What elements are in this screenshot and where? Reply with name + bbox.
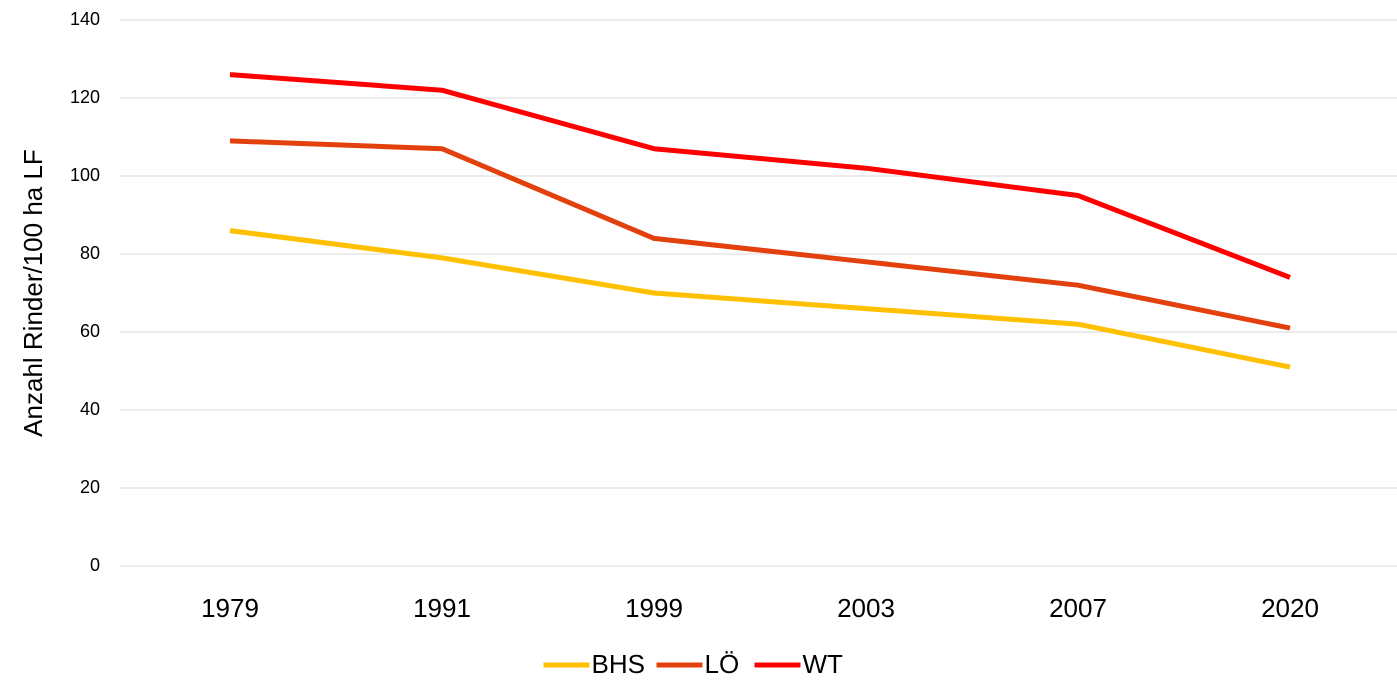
y-tick-label: 100 — [70, 165, 100, 185]
y-tick-label: 120 — [70, 87, 100, 107]
x-tick-label: 1979 — [201, 593, 259, 623]
y-tick-label: 0 — [90, 555, 100, 575]
series-line — [229, 72, 1291, 280]
y-tick-label: 80 — [80, 243, 100, 263]
legend-label: LÖ — [705, 649, 740, 679]
series-line — [229, 138, 1291, 331]
x-tick-label: 1991 — [413, 593, 471, 623]
legend-label: WT — [803, 649, 844, 679]
y-tick-label: 140 — [70, 9, 100, 29]
y-tick-label: 60 — [80, 321, 100, 341]
legend-label: BHS — [592, 649, 645, 679]
series-line — [229, 228, 1291, 370]
x-tick-label: 2020 — [1261, 593, 1319, 623]
x-tick-label: 1999 — [625, 593, 683, 623]
x-tick-label: 2007 — [1049, 593, 1107, 623]
x-tick-label: 2003 — [837, 593, 895, 623]
y-tick-label: 40 — [80, 399, 100, 419]
y-tick-label: 20 — [80, 477, 100, 497]
y-axis-title: Anzahl Rinder/100 ha LF — [18, 149, 48, 437]
